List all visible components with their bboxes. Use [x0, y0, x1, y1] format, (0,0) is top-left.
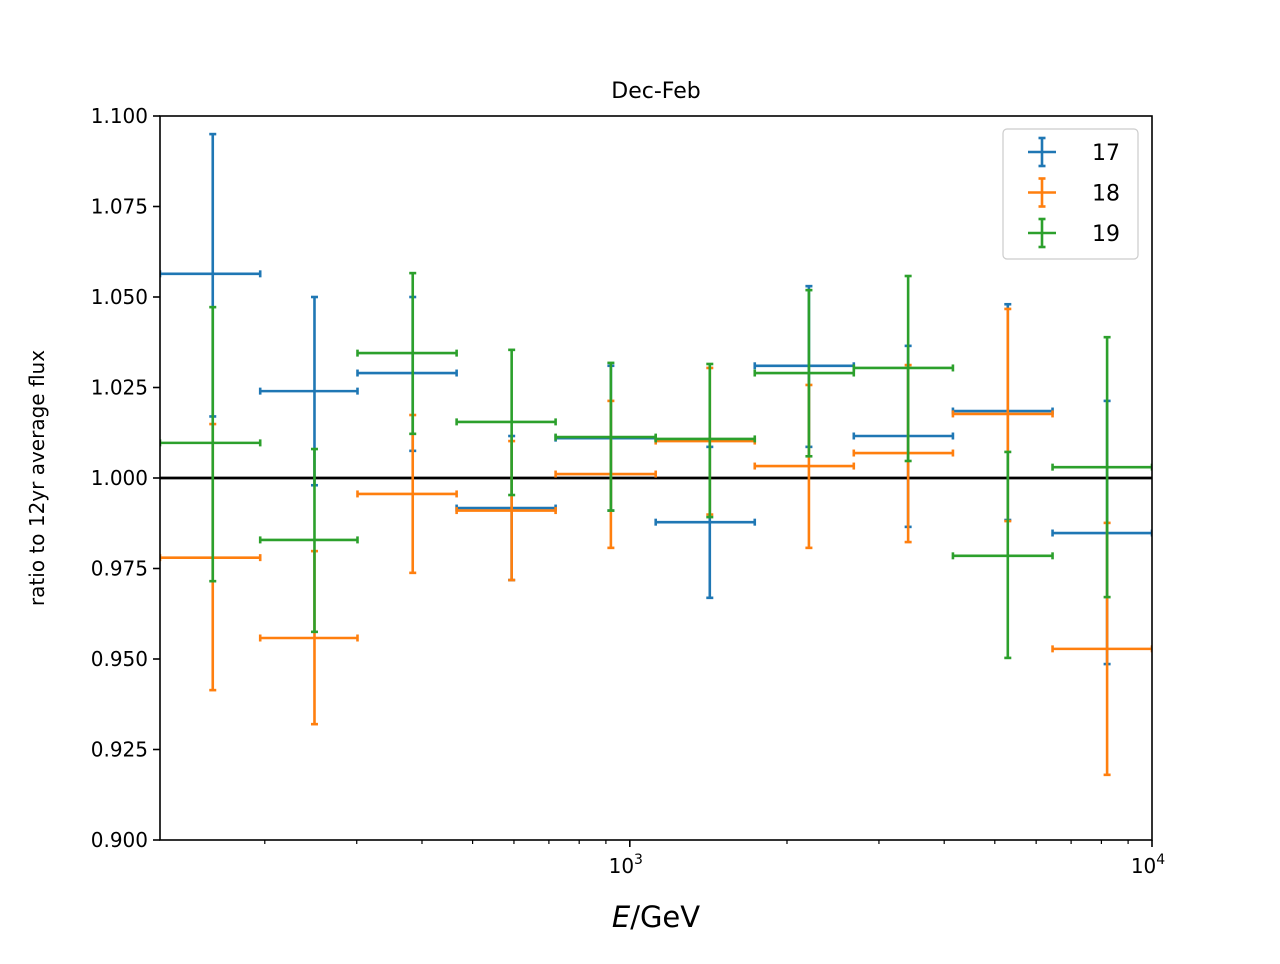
legend-item-17 — [1028, 136, 1056, 168]
y-tick-label: 1.050 — [91, 285, 148, 309]
chart-title: Dec-Feb — [611, 79, 700, 104]
y-tick-label: 1.075 — [91, 195, 148, 219]
y-tick-label: 1.000 — [91, 466, 148, 490]
errorbar-point — [951, 450, 1054, 660]
errorbar-point — [554, 361, 657, 512]
errorbar-point — [258, 447, 359, 634]
y-tick-label: 0.900 — [91, 828, 148, 852]
errorbar-point — [654, 362, 757, 519]
errorbar-point — [455, 348, 557, 497]
x-axis-label: E/GeV — [612, 900, 700, 934]
errorbar-point — [160, 305, 262, 583]
legend-label: 18 — [1092, 182, 1120, 207]
y-tick-label: 1.025 — [91, 376, 148, 400]
errorbar-point — [356, 413, 458, 575]
errorbar-point — [852, 274, 955, 463]
x-tick-label: 104 — [1131, 852, 1165, 878]
y-axis-label: ratio to 12yr average flux — [25, 350, 49, 606]
y-tick-label: 0.975 — [91, 557, 148, 581]
y-tick-label: 0.950 — [91, 647, 148, 671]
legend: 17 18 19 — [1002, 128, 1139, 260]
series-19 — [160, 271, 1152, 660]
errorbar-point — [356, 271, 458, 436]
legend-item-19 — [1028, 217, 1056, 249]
x-tick-label: 103 — [609, 852, 643, 878]
y-tick-label: 1.100 — [91, 104, 148, 128]
errorbar-point — [1051, 335, 1152, 599]
y-tick-label: 0.925 — [91, 738, 148, 762]
legend-item-18 — [1028, 177, 1056, 208]
legend-label: 17 — [1092, 141, 1120, 166]
legend-label: 19 — [1092, 222, 1120, 247]
